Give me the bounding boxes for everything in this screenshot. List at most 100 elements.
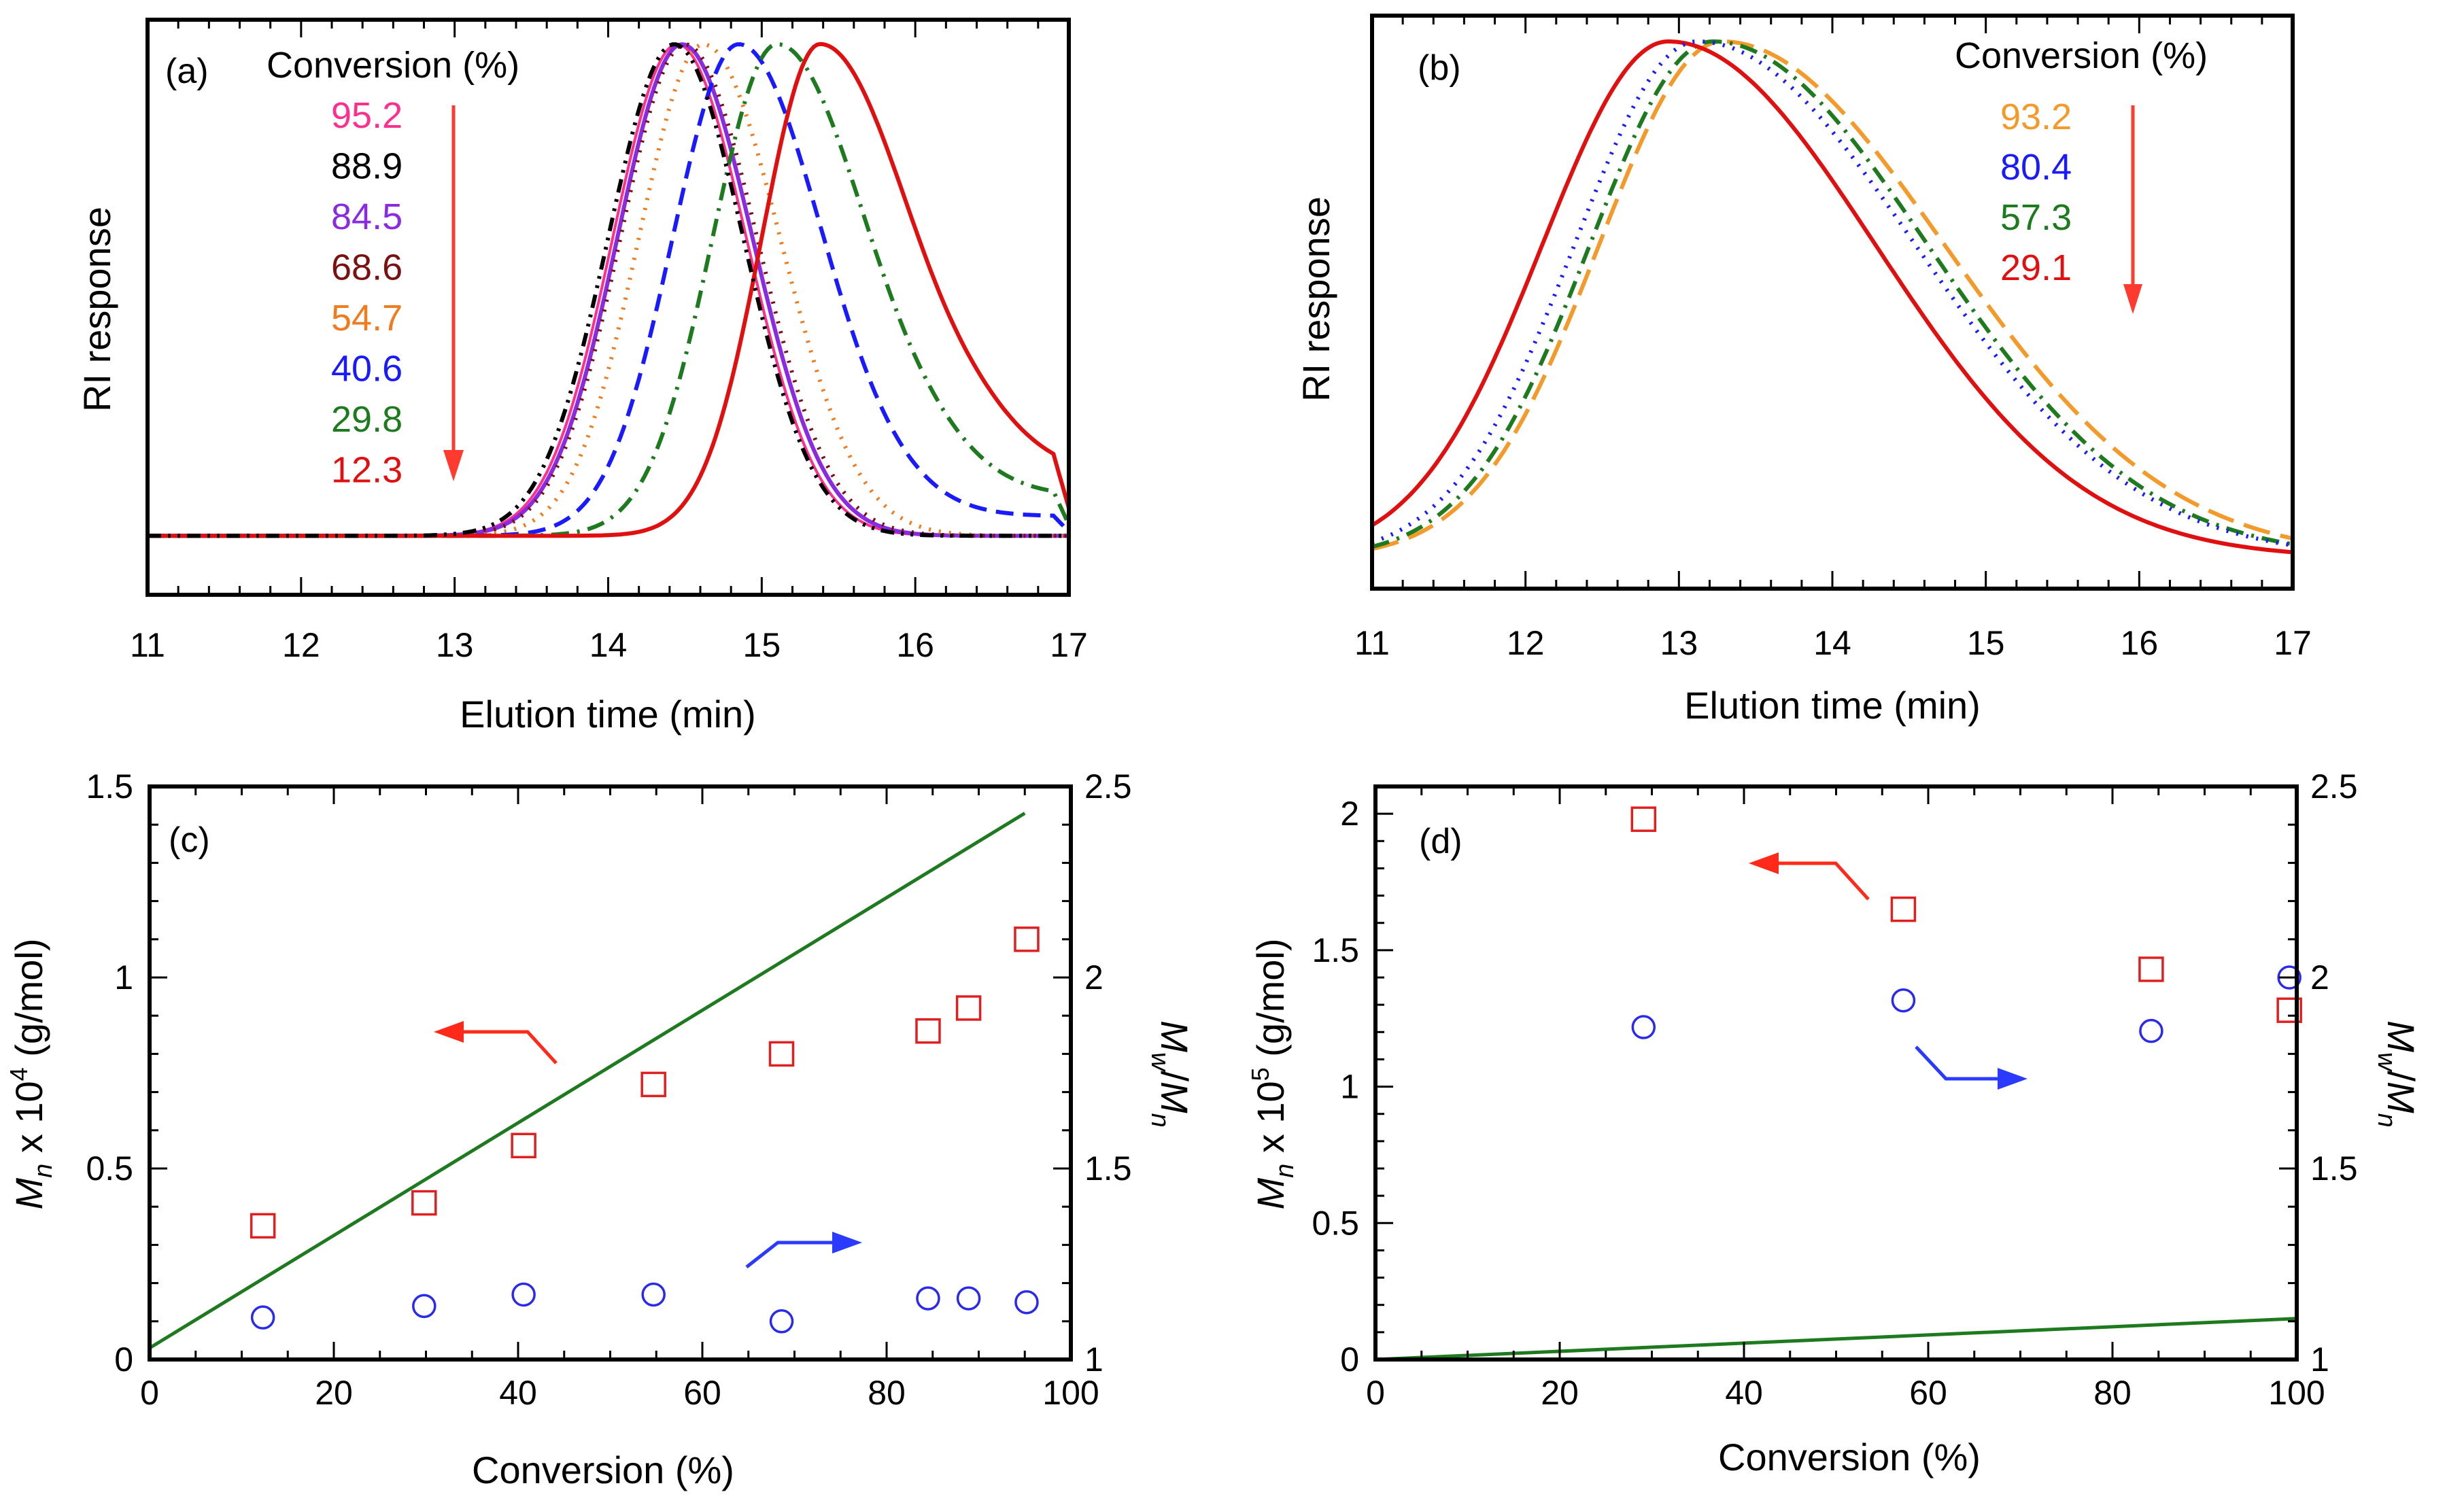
panel-a-legend-item: 84.5 [331, 196, 403, 237]
panel-d-mwmn-point [2277, 965, 2302, 990]
panel-a-series-88-9 [148, 42, 1069, 538]
panel-d-plot [1375, 806, 2302, 1362]
panel-d-y-right-tick-label: 2 [2310, 958, 2329, 997]
panel-b-legend-item: 29.1 [2000, 247, 2072, 288]
panel-a-legend-item: 12.3 [331, 450, 403, 491]
panel-d-theory-line [1375, 1317, 2297, 1362]
panel-c-mwmn-point [769, 1309, 794, 1334]
panel-c-y-right-tick-label: 1 [1084, 1340, 1103, 1379]
panel-d-x-tick-label: 0 [1366, 1374, 1385, 1412]
panel-b-x-axis-label: Elution time (min) [1684, 684, 1981, 727]
panel-b-legend-arrow-icon [2123, 284, 2142, 314]
panel-b-curves [1371, 39, 2293, 555]
panel-d-y-right-tick-label: 1 [2310, 1340, 2329, 1379]
panel-d-x-tick-label: 40 [1725, 1374, 1763, 1412]
panel-d-y-left-tick-label: 1.5 [1312, 931, 1359, 969]
svg-text:Mn x 104 (g/mol): Mn x 104 (g/mol) [5, 938, 58, 1209]
panel-c-y-right-label: Mw/Mn [1146, 1020, 1196, 1127]
panel-c-mwmn-arrow-icon [745, 1232, 862, 1268]
panel-d-x-tick-label: 80 [2093, 1374, 2132, 1412]
panel-c-y-left-tick-label: 1 [114, 958, 133, 997]
panel-b-legend-item: 57.3 [2000, 197, 2072, 238]
panel-d-mwmn-point [1631, 1015, 1656, 1039]
panel-d-mn-point [2276, 997, 2302, 1023]
panel-c-mn-point [955, 995, 982, 1021]
svg-text:Mw/Mn: Mw/Mn [1146, 1020, 1196, 1127]
panel-c-plot [148, 812, 1040, 1350]
panel-b-legend-item: 93.2 [2000, 97, 2072, 137]
panel-b-x-tick-label: 16 [2121, 624, 2159, 662]
panel-a-legend-items: 95.2 88.9 84.5 68.6 54.7 40.6 29.8 12.3 [331, 95, 403, 491]
panel-a-x-tick-label: 15 [743, 626, 781, 664]
panel-c-tick-labels: 0 20 40 60 80 100 0 0.5 1 1.5 1 1.5 2 2.5 [86, 767, 1131, 1412]
panel-a-legend-item: 68.6 [331, 247, 403, 288]
panel-c-mwmn-point [641, 1282, 666, 1307]
panel-d-label: (d) [1419, 822, 1462, 861]
panel-a-x-tick-label: 12 [282, 626, 320, 664]
panel-a-x-tick-label: 11 [130, 626, 165, 664]
panel-a-curves [148, 41, 1071, 538]
panel-c-mn-point [640, 1071, 666, 1098]
panel-d-mwmn-point [1891, 988, 1916, 1013]
panel-b-x-tick-label: 12 [1507, 624, 1545, 662]
panel-d-mwmn-arrow-icon [1915, 1045, 2027, 1090]
panel-c-y-left-tick-label: 0.5 [86, 1149, 133, 1188]
panel-c-mwmn-point [250, 1305, 275, 1330]
panel-c-y-left-label: Mn x 104 (g/mol) [5, 938, 58, 1209]
panel-b-tick-labels: 11 12 13 14 15 16 17 [1354, 624, 2312, 662]
panel-a-legend-item: 29.8 [331, 399, 403, 440]
panel-c-mn-point [1014, 926, 1040, 952]
panel-a-legend: Conversion (%) 95.2 88.9 84.5 68.6 54.7 40.6 2… [267, 45, 519, 491]
panel-d-ticks [1374, 785, 2298, 1361]
panel-a-series-12-3 [148, 41, 1071, 538]
panel-c-x-tick-label: 100 [1042, 1374, 1099, 1412]
panel-a-x-tick-label: 13 [436, 626, 474, 664]
panel-b-series-93-2 [1371, 39, 2293, 551]
panel-b-x-tick-label: 14 [1813, 624, 1851, 662]
panel-a-legend-item: 95.2 [331, 95, 403, 136]
panel-c-mn-point [768, 1041, 795, 1067]
panel-d-mn-point [1630, 806, 1657, 832]
panel-d-tick-labels: 0 20 40 60 80 100 0 0.5 1 1.5 2 1 1.5 2 2.5 [1312, 767, 2357, 1412]
panel-c-mn-arrow-icon [434, 1021, 558, 1064]
panel-a-legend-item: 54.7 [331, 298, 403, 339]
panel-d-y-left-tick-label: 0.5 [1312, 1204, 1359, 1242]
panel-d-x-tick-label: 100 [2268, 1374, 2325, 1412]
panel-c-x-tick-label: 80 [868, 1374, 906, 1412]
panel-b-legend-item: 80.4 [2000, 147, 2072, 188]
panel-a-x-axis-label: Elution time (min) [460, 693, 756, 735]
panel-d: 0 20 40 60 80 100 0 0.5 1 1.5 2 1 1.5 2 2.5 (d) Conver… [1246, 767, 2423, 1478]
svg-text:Mw/Mn: Mw/Mn [2372, 1020, 2423, 1127]
panel-a-legend-item: 88.9 [331, 146, 403, 187]
panel-c-mwmn-point [412, 1294, 437, 1319]
panel-c-x-tick-label: 40 [499, 1374, 537, 1412]
panel-c-mwmn-point [1014, 1289, 1039, 1315]
panel-a-ticks [146, 20, 1070, 595]
panel-d-y-left-tick-label: 0 [1340, 1340, 1359, 1379]
panel-a-legend-arrow-icon [443, 450, 464, 481]
panel-b-legend-title: Conversion (%) [1955, 35, 2208, 76]
panel-c-x-tick-label: 0 [140, 1374, 159, 1412]
panel-c-x-axis-label: Conversion (%) [472, 1449, 734, 1491]
panel-d-mn-point [2138, 956, 2164, 982]
panel-d-x-tick-label: 20 [1541, 1374, 1579, 1412]
panel-c-label: (c) [169, 820, 210, 860]
panel-c-y-left-tick-label: 1.5 [86, 767, 133, 806]
panel-d-y-left-tick-label: 2 [1340, 795, 1359, 833]
panel-a-x-tick-label: 14 [589, 626, 628, 664]
panel-b-x-tick-label: 13 [1660, 624, 1698, 662]
panel-c-theory-line [148, 812, 1026, 1350]
panel-d-y-right-tick-label: 1.5 [2310, 1149, 2358, 1188]
panel-b-x-tick-label: 15 [1967, 624, 2005, 662]
panel-b-series-29-1 [1371, 39, 2293, 555]
panel-d-x-tick-label: 60 [1909, 1374, 1947, 1412]
panel-b-legend-items: 93.2 80.4 57.3 29.1 [2000, 97, 2072, 288]
panel-b-label: (b) [1418, 48, 1461, 88]
panel-c-y-left-tick-label: 0 [114, 1340, 133, 1379]
panel-c-y-right-tick-label: 2.5 [1084, 767, 1132, 806]
panel-b-x-tick-label: 17 [2274, 624, 2312, 662]
panel-c-mn-point [411, 1190, 437, 1216]
panel-b-y-axis-label: RI response [1295, 196, 1337, 402]
panel-a-x-tick-label: 16 [896, 626, 934, 664]
